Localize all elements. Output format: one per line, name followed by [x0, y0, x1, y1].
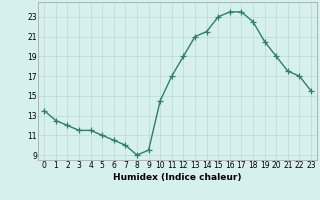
X-axis label: Humidex (Indice chaleur): Humidex (Indice chaleur) — [113, 173, 242, 182]
